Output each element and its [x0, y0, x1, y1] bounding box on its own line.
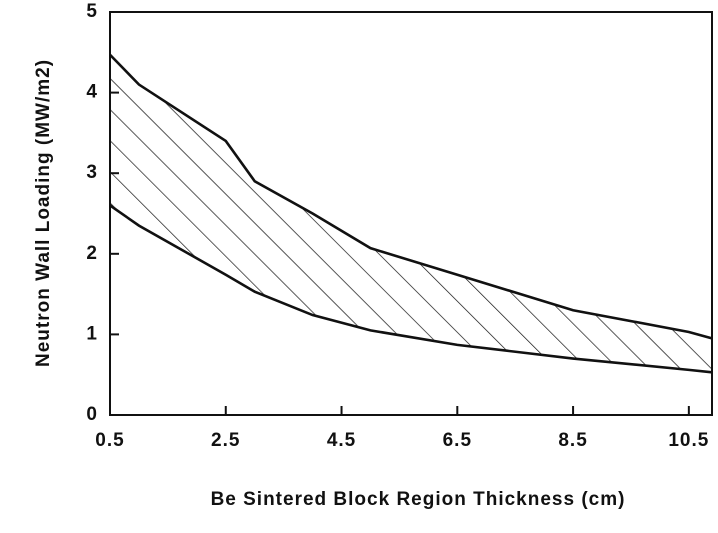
- y-tick-label: 1: [86, 323, 98, 344]
- y-tick-label: 4: [86, 82, 98, 103]
- x-axis-label: Be Sintered Block Region Thickness (cm): [211, 489, 626, 510]
- y-tick-label: 0: [86, 404, 98, 425]
- y-tick-label: 2: [86, 243, 98, 264]
- x-tick-label: 8.5: [558, 430, 587, 451]
- x-tick-label: 6.5: [443, 430, 472, 451]
- y-axis-label: Neutron Wall Loading (MW/m2): [33, 59, 54, 367]
- bound-line: [109, 53, 713, 340]
- y-tick-label: 5: [86, 1, 98, 22]
- x-tick-label: 10.5: [668, 430, 709, 451]
- x-tick-label: 2.5: [211, 430, 240, 451]
- y-tick-label: 3: [86, 162, 98, 183]
- x-tick-label: 4.5: [327, 430, 356, 451]
- bound-line: [109, 204, 713, 374]
- plot-frame: [109, 11, 713, 416]
- hatched-band: [110, 54, 712, 373]
- x-tick-label: 0.5: [95, 430, 124, 451]
